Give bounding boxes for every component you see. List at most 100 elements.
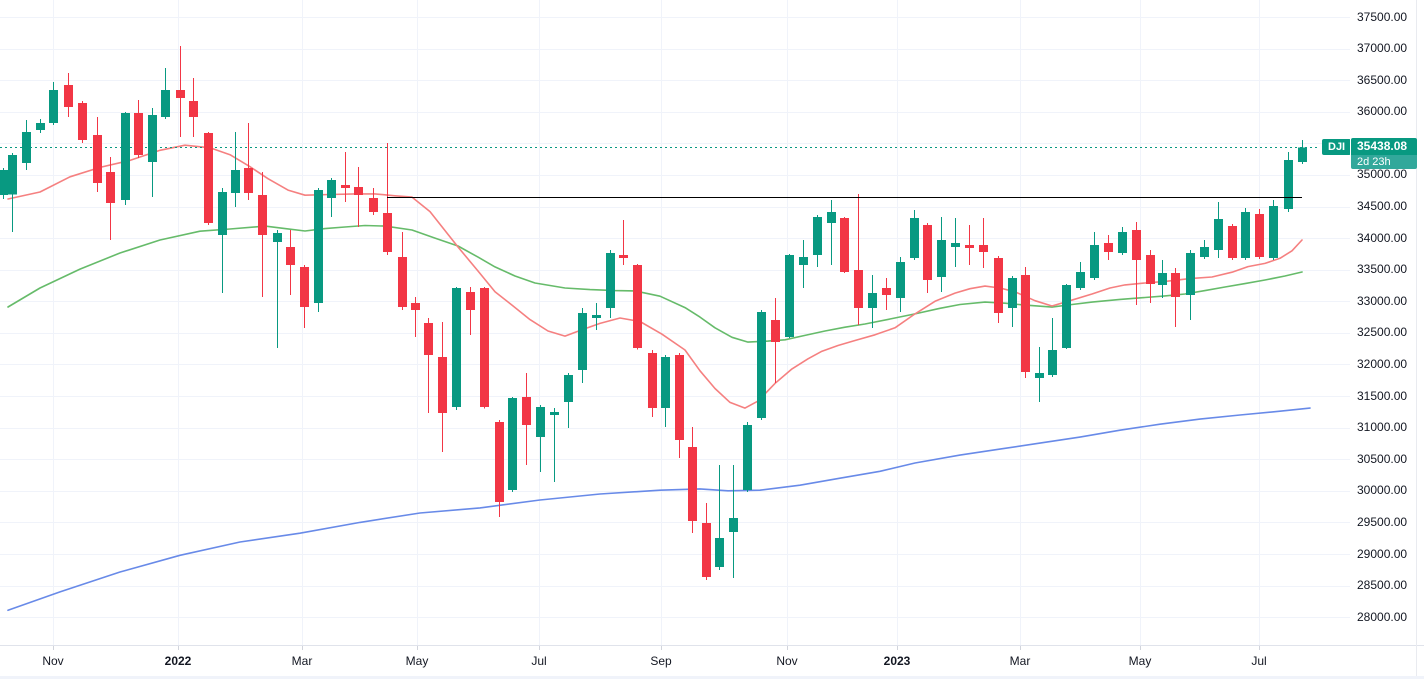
candle[interactable] [619,255,628,259]
candle[interactable] [729,518,738,533]
ma-line-blue[interactable] [7,407,1311,612]
candle[interactable] [398,257,407,307]
candle[interactable] [466,292,475,310]
candle[interactable] [1090,245,1099,278]
candle[interactable] [161,90,170,117]
candle[interactable] [840,218,849,272]
candle[interactable] [813,217,822,255]
candle[interactable] [1200,247,1209,257]
candle[interactable] [22,132,31,163]
candle[interactable] [244,168,253,193]
candle[interactable] [799,257,808,265]
candle[interactable] [1158,273,1167,285]
candle[interactable] [49,90,58,123]
candle[interactable] [341,185,350,188]
candlestick-chart[interactable] [0,0,1350,645]
candle[interactable] [218,192,227,235]
candle[interactable] [578,313,587,371]
candle[interactable] [176,90,185,98]
candle[interactable] [1269,206,1278,258]
candle[interactable] [1062,285,1071,349]
candle[interactable] [592,315,601,318]
candle[interactable] [923,225,932,280]
candle[interactable] [438,357,447,413]
candle[interactable] [854,270,863,309]
candle[interactable] [314,190,323,303]
candle[interactable] [258,195,267,235]
candle[interactable] [1076,272,1085,288]
candle[interactable] [1035,373,1044,378]
candle[interactable] [1048,350,1057,375]
candle[interactable] [1132,230,1141,260]
candle[interactable] [1214,219,1223,250]
candle[interactable] [0,170,8,195]
candle[interactable] [965,245,974,248]
candle[interactable] [106,172,115,203]
candle[interactable] [702,523,711,578]
candle[interactable] [979,245,988,252]
candle[interactable] [1255,214,1264,258]
price-axis[interactable]: 35438.08 2d 23h 37500.00 37000.00 36500.00… [1350,0,1424,645]
candle[interactable] [508,398,517,491]
candle[interactable] [64,85,73,107]
candle[interactable] [121,113,130,200]
candle[interactable] [827,212,836,223]
candle[interactable] [771,320,780,343]
candle[interactable] [36,123,45,130]
candle[interactable] [495,422,504,502]
candle[interactable] [648,353,657,408]
candle[interactable] [1186,253,1195,295]
ma-line-green[interactable] [7,224,1303,343]
candle[interactable] [688,447,697,522]
candle[interactable] [606,253,615,308]
candle[interactable] [300,267,309,308]
candle[interactable] [1008,278,1017,309]
candle[interactable] [148,115,157,162]
candle[interactable] [564,375,573,402]
candle[interactable] [1146,255,1155,285]
candle[interactable] [715,538,724,567]
candle[interactable] [480,288,489,407]
candle[interactable] [8,155,17,195]
candle[interactable] [994,258,1003,313]
candle[interactable] [327,180,336,198]
candle[interactable] [1118,232,1127,253]
candle[interactable] [633,265,642,348]
candle[interactable] [369,198,378,212]
candle[interactable] [757,312,766,418]
candle[interactable] [231,170,240,193]
candle[interactable] [675,355,684,440]
candle[interactable] [1104,243,1113,253]
candle[interactable] [93,135,102,183]
candle[interactable] [896,262,905,298]
candle[interactable] [1021,275,1030,372]
candle[interactable] [785,255,794,337]
candle[interactable] [1228,226,1237,259]
chart-pane[interactable]: DJI [0,0,1352,645]
ma-line-red[interactable] [7,144,1303,409]
candle[interactable] [550,412,559,415]
candle[interactable] [1171,273,1180,297]
candle[interactable] [536,407,545,437]
candle[interactable] [286,247,295,265]
candle[interactable] [383,213,392,252]
candle[interactable] [354,187,363,195]
candle[interactable] [1284,160,1293,209]
candle[interactable] [78,103,87,140]
candle[interactable] [134,113,143,155]
candle[interactable] [1241,212,1250,258]
candle[interactable] [882,288,891,295]
candle[interactable] [661,357,670,408]
candle[interactable] [204,133,213,223]
candle[interactable] [273,233,282,242]
time-axis[interactable]: Nov 2022 Mar May Jul Sep Nov 2023 Mar May Jul [0,645,1424,677]
candle[interactable] [910,218,919,258]
candle[interactable] [189,101,198,117]
candle[interactable] [452,288,461,407]
candle[interactable] [868,293,877,308]
candle[interactable] [1298,147,1307,162]
candle[interactable] [411,303,420,310]
candle[interactable] [937,240,946,277]
candle[interactable] [522,397,531,425]
candle[interactable] [951,243,960,248]
